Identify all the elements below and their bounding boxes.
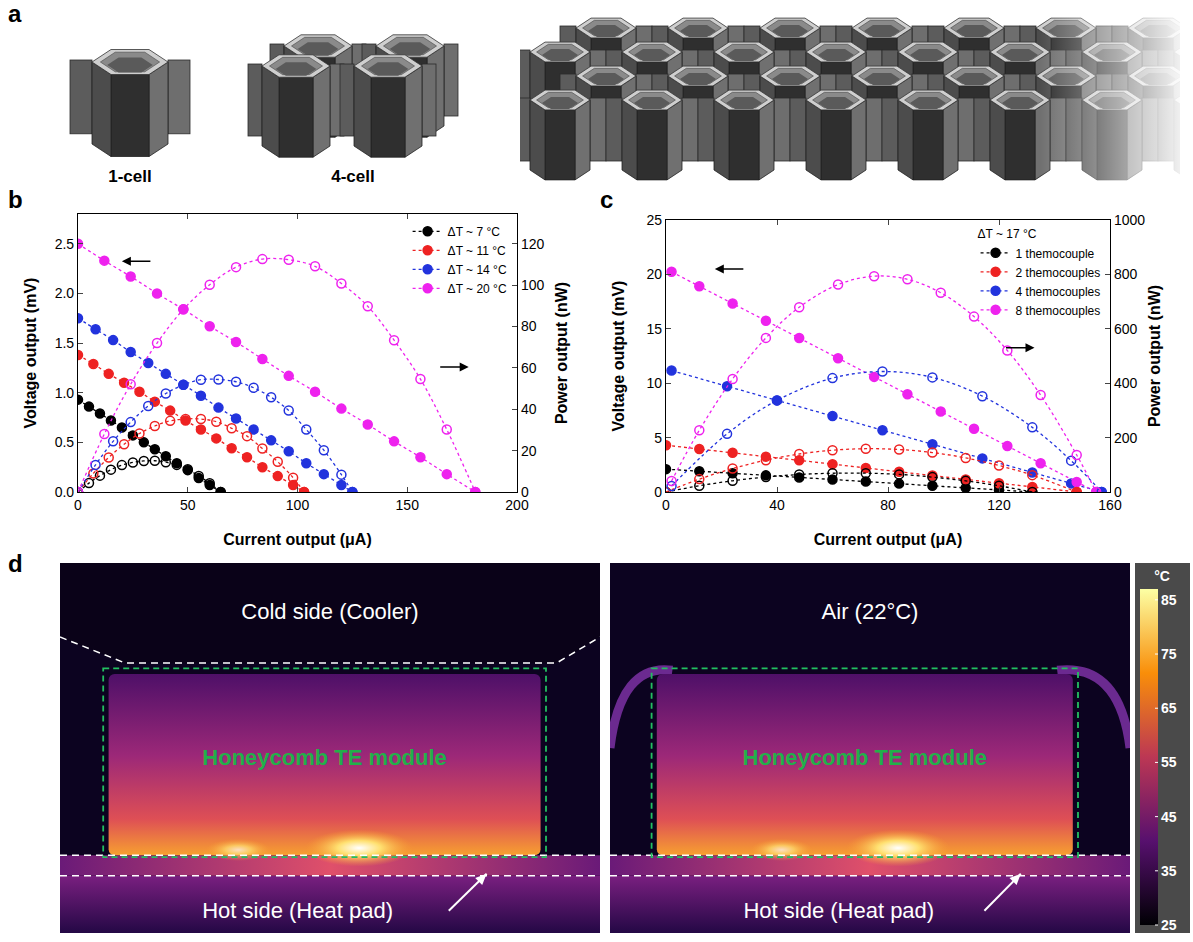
- svg-text:0.5: 0.5: [55, 434, 75, 450]
- svg-text:1.0: 1.0: [55, 385, 75, 401]
- svg-text:0.0: 0.0: [55, 484, 75, 500]
- svg-text:Power output (nW): Power output (nW): [553, 282, 570, 424]
- svg-text:ΔT ~ 11 °C: ΔT ~ 11 °C: [448, 244, 506, 258]
- svg-text:ΔT ~ 14 °C: ΔT ~ 14 °C: [448, 263, 507, 277]
- svg-text:75: 75: [1161, 646, 1177, 662]
- svg-text:0: 0: [74, 497, 82, 513]
- svg-text:Hot side (Heat pad): Hot side (Heat pad): [202, 898, 393, 923]
- svg-text:45: 45: [1161, 809, 1177, 825]
- svg-text:400: 400: [1114, 375, 1138, 391]
- svg-text:60: 60: [521, 360, 537, 376]
- svg-text:120: 120: [987, 497, 1011, 513]
- svg-text:55: 55: [1161, 754, 1177, 770]
- svg-text:100: 100: [521, 277, 545, 293]
- svg-text:2.5: 2.5: [55, 236, 75, 252]
- svg-text:40: 40: [769, 497, 785, 513]
- svg-text:°C: °C: [1154, 568, 1170, 584]
- svg-text:0: 0: [662, 497, 670, 513]
- svg-text:80: 80: [521, 318, 537, 334]
- svg-text:Honeycomb TE module: Honeycomb TE module: [743, 745, 987, 770]
- svg-text:Honeycomb TE module: Honeycomb TE module: [202, 745, 446, 770]
- svg-text:100: 100: [286, 497, 310, 513]
- svg-text:25: 25: [1161, 917, 1177, 933]
- svg-text:35: 35: [1161, 863, 1177, 879]
- svg-text:600: 600: [1114, 321, 1138, 337]
- svg-text:150: 150: [396, 497, 420, 513]
- svg-text:40: 40: [521, 401, 537, 417]
- svg-text:200: 200: [1114, 430, 1138, 446]
- svg-text:200: 200: [505, 497, 529, 513]
- html-text:b: b: [8, 186, 23, 213]
- svg-text:65: 65: [1161, 700, 1177, 716]
- svg-text:0: 0: [1114, 484, 1122, 500]
- svg-text:20: 20: [647, 266, 663, 282]
- svg-text:25: 25: [647, 212, 663, 228]
- svg-text:800: 800: [1114, 266, 1138, 282]
- html-text:c: c: [600, 186, 614, 213]
- html-text:a: a: [8, 0, 22, 27]
- svg-text:1 themocouple: 1 themocouple: [1016, 247, 1095, 261]
- svg-text:8 themocouples: 8 themocouples: [1016, 304, 1101, 318]
- svg-text:15: 15: [647, 321, 663, 337]
- svg-text:ΔT ~ 7 °C: ΔT ~ 7 °C: [448, 225, 501, 239]
- svg-text:20: 20: [521, 443, 537, 459]
- svg-text:Voltage output (mV): Voltage output (mV): [22, 278, 39, 429]
- svg-text:0: 0: [521, 484, 529, 500]
- svg-text:1000: 1000: [1114, 212, 1145, 228]
- svg-text:Current output (μA): Current output (μA): [814, 531, 962, 548]
- svg-text:0: 0: [654, 484, 662, 500]
- svg-text:Current output (μA): Current output (μA): [223, 531, 371, 548]
- svg-text:Hot side (Heat pad): Hot side (Heat pad): [743, 898, 934, 923]
- svg-text:120: 120: [521, 236, 545, 252]
- svg-text:4-cell: 4-cell: [331, 167, 374, 186]
- svg-text:ΔT ~ 17 °C: ΔT ~ 17 °C: [978, 227, 1037, 241]
- svg-text:Voltage output (mV): Voltage output (mV): [610, 281, 627, 432]
- svg-text:85: 85: [1161, 592, 1177, 608]
- svg-text:50: 50: [180, 497, 196, 513]
- svg-text:1.5: 1.5: [55, 335, 75, 351]
- svg-text:Power output (nW): Power output (nW): [1146, 285, 1163, 427]
- svg-text:80: 80: [880, 497, 896, 513]
- svg-text:4 themocouples: 4 themocouples: [1016, 285, 1101, 299]
- svg-text:Cold side (Cooler): Cold side (Cooler): [241, 599, 418, 624]
- svg-text:2.0: 2.0: [55, 285, 75, 301]
- html-text:d: d: [8, 550, 23, 577]
- svg-text:5: 5: [654, 430, 662, 446]
- svg-text:160: 160: [1098, 497, 1122, 513]
- svg-text:ΔT ~ 20 °C: ΔT ~ 20 °C: [448, 282, 507, 296]
- svg-text:Air (22°C): Air (22°C): [822, 599, 919, 624]
- svg-text:10: 10: [647, 375, 663, 391]
- svg-text:2 themocouples: 2 themocouples: [1016, 266, 1101, 280]
- svg-text:1-cell: 1-cell: [108, 167, 151, 186]
